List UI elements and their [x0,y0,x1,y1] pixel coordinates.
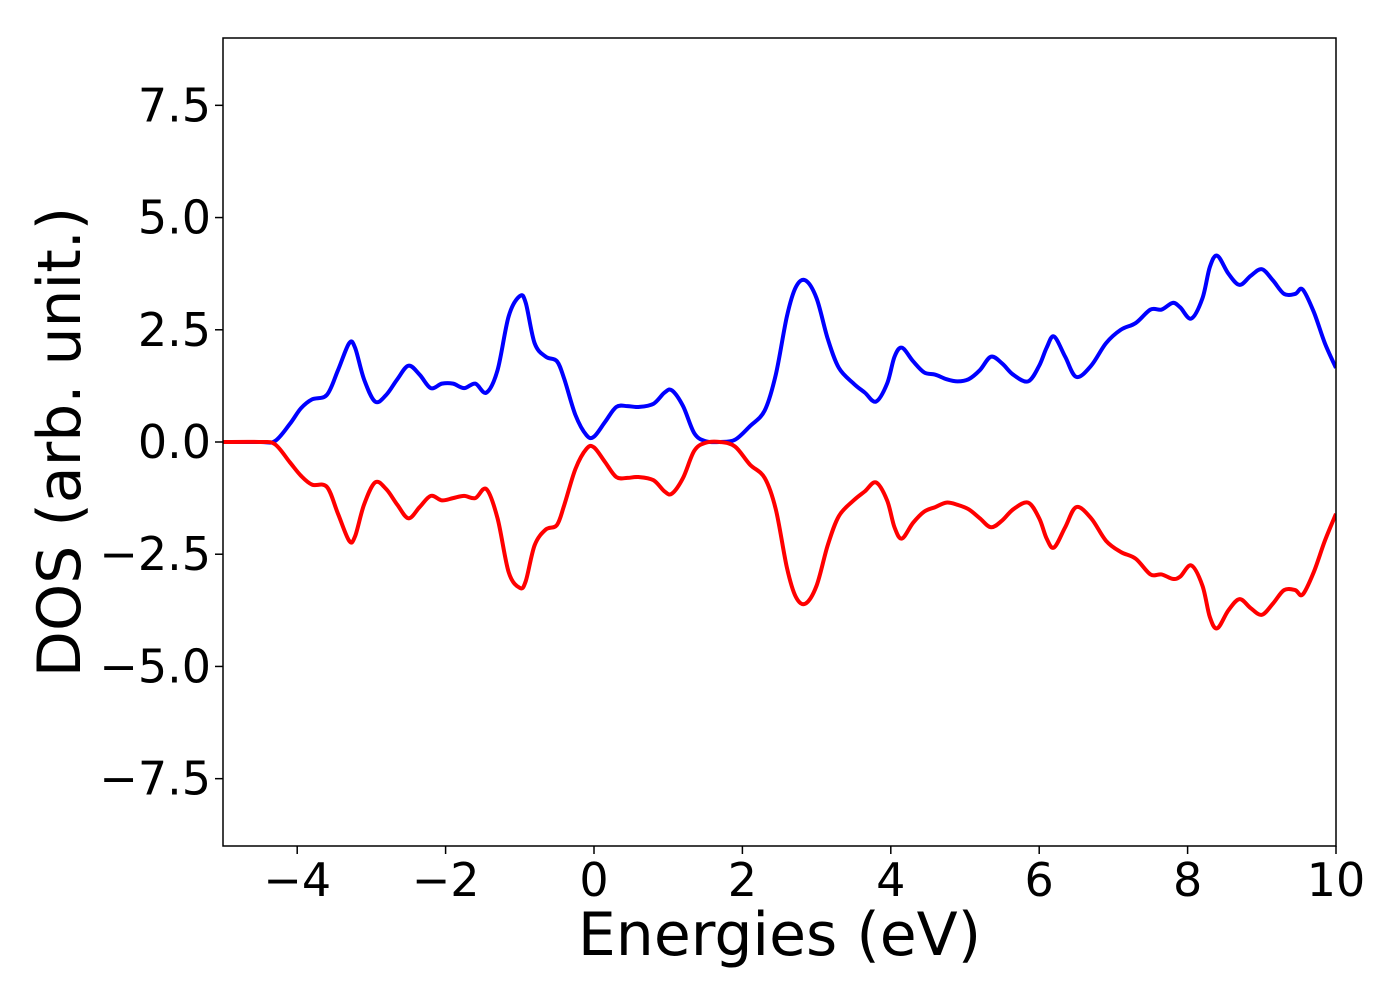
x-tick-label: 2 [728,853,757,907]
series-layer [223,253,1336,631]
x-tick-label: 8 [1173,853,1202,907]
x-axis: −4 −2 0 2 4 6 8 10 [263,846,1365,907]
x-tick-label: 0 [579,853,608,907]
y-axis: −7.5 −5.0 −2.5 0.0 2.5 5.0 7.5 [99,78,223,806]
y-tick-label: −5.0 [99,639,211,693]
x-tick-label: 4 [876,853,905,907]
x-tick-label: −2 [412,853,480,907]
series-line-spin-down [223,439,1336,631]
y-axis-label: DOS (arb. unit.) [25,207,95,677]
y-tick-label: 5.0 [138,191,211,245]
plot-frame [222,37,1337,847]
y-tick-label: 0.0 [138,415,211,469]
x-axis-label: Energies (eV) [578,900,981,970]
x-tick-label: 10 [1307,853,1366,907]
y-tick-label: 2.5 [138,303,211,357]
series-line-spin-up [223,253,1336,445]
x-tick-label: −4 [263,853,331,907]
y-tick-label: 7.5 [138,78,211,132]
y-tick-label: −7.5 [99,752,211,806]
x-tick-label: 6 [1025,853,1054,907]
y-tick-label: −2.5 [99,527,211,581]
